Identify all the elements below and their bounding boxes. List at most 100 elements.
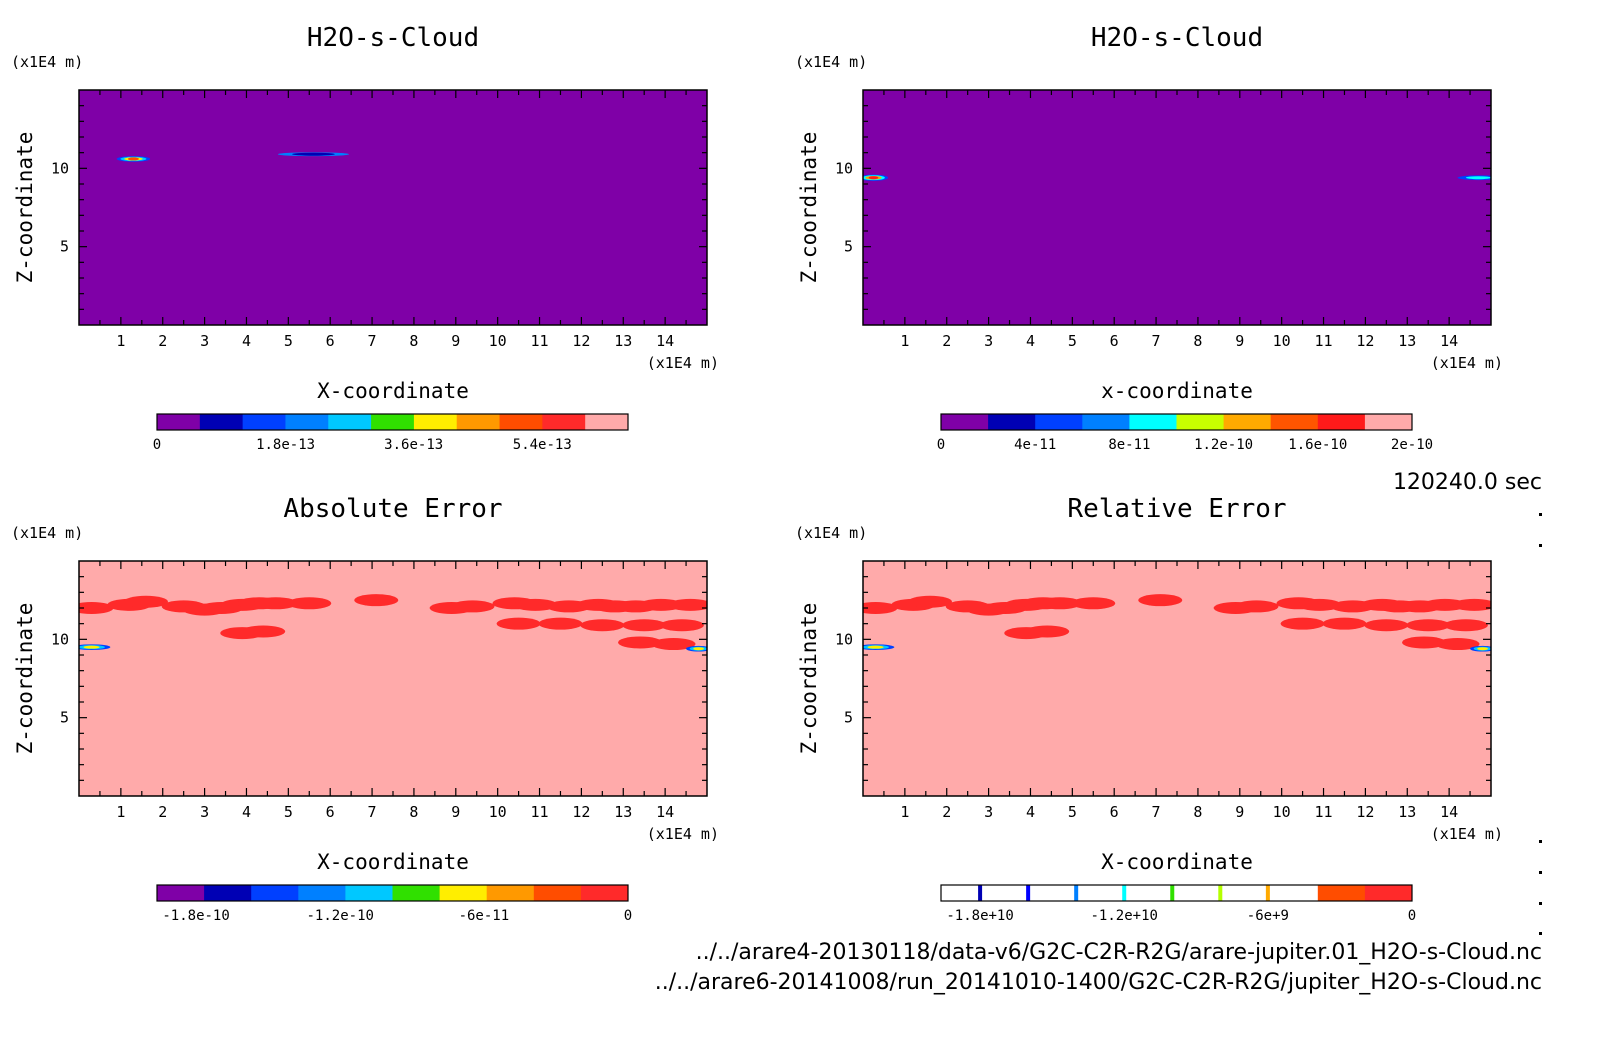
colorbar-swatch <box>1129 885 1177 901</box>
x-tick-label: 2 <box>158 803 167 821</box>
x-unit-label: (x1E4 m) <box>1431 825 1503 843</box>
heatmap-patch <box>659 619 704 632</box>
colorbar-label: 0 <box>153 437 161 453</box>
x-tick-label: 1 <box>900 332 909 350</box>
edge-dot <box>1539 871 1542 874</box>
x-tick-label: 4 <box>1026 803 1035 821</box>
heatmap-patch <box>1452 598 1491 611</box>
colorbar-swatch <box>580 885 629 901</box>
chart-panel-4 <box>862 560 1492 902</box>
heatmap-patch <box>1402 636 1447 649</box>
heatmap-patch <box>651 638 696 651</box>
colorbar-swatch <box>392 885 441 901</box>
x-axis-label: x-coordinate <box>1101 379 1253 403</box>
x-tick-label: 6 <box>326 803 335 821</box>
heatmap-patch <box>513 598 558 611</box>
heatmap-patch <box>1004 627 1049 640</box>
colorbar-swatch <box>204 885 252 901</box>
file-path-2: ../../arare6-20141008/run_20141010-1400/… <box>654 970 1542 995</box>
heatmap-patch <box>1406 619 1451 632</box>
x-tick-label: 11 <box>1315 803 1333 821</box>
colorbar-swatch <box>1035 885 1083 901</box>
y-unit-label: (x1E4 m) <box>795 524 867 542</box>
x-tick-label: 9 <box>451 803 460 821</box>
x-tick-label: 4 <box>242 332 251 350</box>
y-tick-label: 10 <box>835 630 853 648</box>
colorbar-swatch <box>1176 885 1225 901</box>
heatmap-patch <box>580 619 625 632</box>
x-tick-label: 9 <box>451 332 460 350</box>
colorbar-swatch <box>499 414 543 430</box>
x-unit-label: (x1E4 m) <box>647 354 719 372</box>
colorbar-label: 3.6e-13 <box>384 437 443 453</box>
colorbar-swatch <box>585 414 629 430</box>
x-tick-label: 13 <box>1398 332 1416 350</box>
heatmap-features <box>863 594 1491 652</box>
colorbar-label: 1.8e-13 <box>256 437 315 453</box>
colorbar-swatch <box>941 885 989 901</box>
heatmap-field <box>863 90 1491 325</box>
colorbar-frame <box>940 884 1413 902</box>
colorbar-swatch <box>456 414 501 430</box>
y-tick-label: 5 <box>60 238 69 256</box>
x-tick-label: 13 <box>614 803 632 821</box>
y-tick-label: 10 <box>51 630 69 648</box>
colorbar-swatch <box>345 885 393 901</box>
x-tick-label: 10 <box>489 803 507 821</box>
edge-dot <box>1539 544 1542 547</box>
edge-dot <box>1539 513 1542 516</box>
heatmap-features <box>79 594 707 652</box>
heatmap-patch <box>538 617 583 630</box>
colorbar-swatch <box>941 414 989 430</box>
colorbar-label: -1.2e+10 <box>1091 908 1158 924</box>
colorbar-swatch <box>1317 414 1366 430</box>
time-label: 120240.0 sec <box>1392 470 1542 495</box>
x-tick-label: 7 <box>368 332 377 350</box>
heatmap-feature <box>867 645 884 649</box>
x-tick-label: 7 <box>1152 332 1161 350</box>
x-tick-label: 11 <box>1315 332 1333 350</box>
colorbar-swatch <box>251 885 299 901</box>
y-unit-label: (x1E4 m) <box>795 53 867 71</box>
edge-dot <box>1539 902 1542 905</box>
x-tick-label: 4 <box>1026 332 1035 350</box>
colorbar-line <box>1122 885 1127 901</box>
heatmap-patch <box>1071 597 1116 610</box>
x-tick-label: 8 <box>1193 332 1202 350</box>
chart-panel-1 <box>78 89 708 431</box>
x-tick-label: 14 <box>656 803 674 821</box>
edge-dot <box>1539 932 1542 935</box>
colorbar-label: -1.8e+10 <box>946 908 1013 924</box>
x-tick-label: 6 <box>326 332 335 350</box>
heatmap-patch <box>1364 619 1409 632</box>
x-tick-label: 13 <box>1398 803 1416 821</box>
y-tick-label: 5 <box>844 238 853 256</box>
colorbar-label: -6e+9 <box>1247 908 1289 924</box>
x-axis-label: X-coordinate <box>317 379 469 403</box>
colorbar-line <box>1218 885 1223 901</box>
colorbar-line <box>1265 885 1270 901</box>
colorbar-label: 1.2e-10 <box>1194 437 1253 453</box>
colorbar-label: -1.2e-10 <box>307 908 374 924</box>
heatmap-patch <box>863 602 898 614</box>
colorbar-label: 0 <box>1408 908 1416 924</box>
colorbar-swatch <box>1270 885 1319 901</box>
colorbar-swatch <box>1082 885 1130 901</box>
x-tick-label: 3 <box>200 332 209 350</box>
colorbar-swatch <box>1364 414 1413 430</box>
y-unit-label: (x1E4 m) <box>11 524 83 542</box>
colorbar-swatch <box>988 414 1036 430</box>
colorbar-swatch <box>1176 414 1225 430</box>
x-tick-label: 1 <box>900 803 909 821</box>
x-tick-label: 5 <box>284 803 293 821</box>
heatmap-feature <box>83 645 100 649</box>
colorbar-label: 0 <box>937 437 945 453</box>
heatmap-feature <box>127 157 140 161</box>
heatmap-patch <box>668 598 707 611</box>
heatmap-patch <box>618 636 663 649</box>
x-tick-label: 7 <box>1152 803 1161 821</box>
heatmap-patch <box>79 602 114 614</box>
chart-panel-3 <box>78 560 708 902</box>
heatmap-features <box>863 174 1491 181</box>
